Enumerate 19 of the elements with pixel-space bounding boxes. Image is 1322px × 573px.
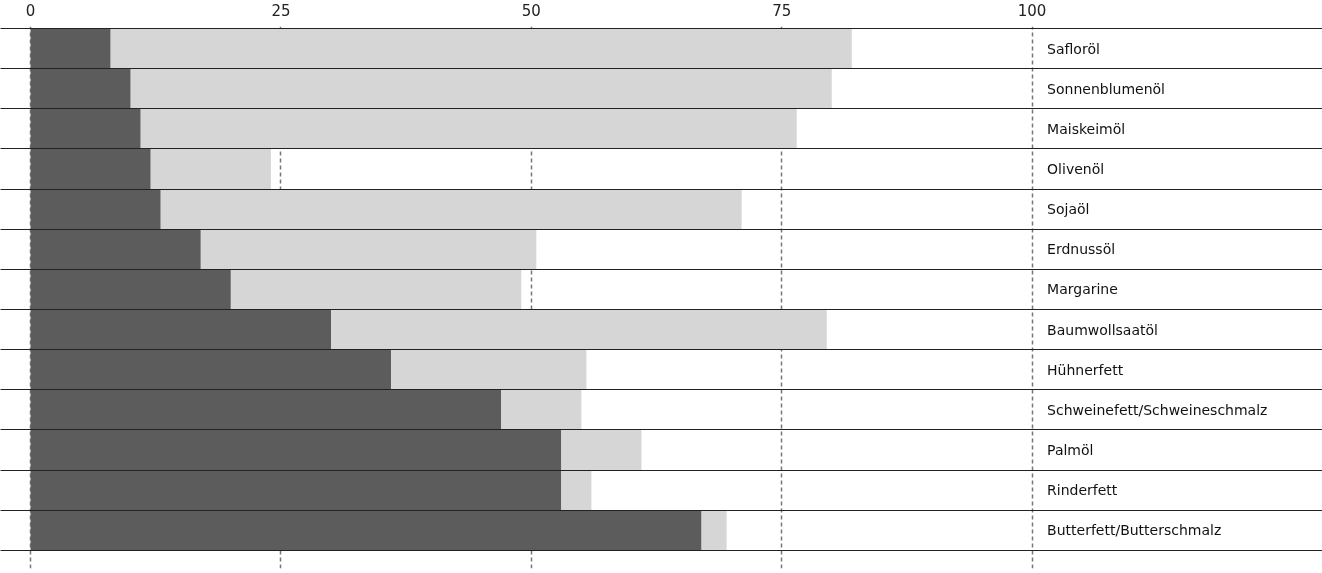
y-tick-label: Sonnenblumenöl	[1047, 80, 1166, 97]
x-tick-label: 50	[521, 1, 541, 20]
x-tick-label: 0	[25, 1, 36, 20]
y-tick-label: Palmöl	[1047, 442, 1094, 459]
bar	[701, 510, 727, 551]
y-tick-label: Butterfett/Butterschmalz	[1047, 522, 1222, 539]
y-tick-label: Safloröl	[1047, 40, 1100, 57]
y-tick-label: Erdnussöl	[1047, 241, 1116, 258]
y-tick-label: Olivenöl	[1047, 161, 1105, 178]
x-tick-label: 100	[1017, 1, 1047, 20]
y-tick-label: Margarine	[1047, 281, 1118, 298]
x-tick-label: 75	[772, 1, 792, 20]
y-tick-label: Maiskeimöl	[1047, 120, 1126, 137]
x-tick-label: 25	[271, 1, 291, 20]
y-tick-label: Rinderfett	[1047, 482, 1118, 499]
y-tick-label: Sojaöl	[1047, 201, 1090, 218]
y-tick-label: Schweinefett/Schweineschmalz	[1047, 401, 1268, 418]
y-tick-label: Baumwollsaatöl	[1047, 321, 1158, 338]
y-tick-label: Hühnerfett	[1047, 361, 1124, 378]
